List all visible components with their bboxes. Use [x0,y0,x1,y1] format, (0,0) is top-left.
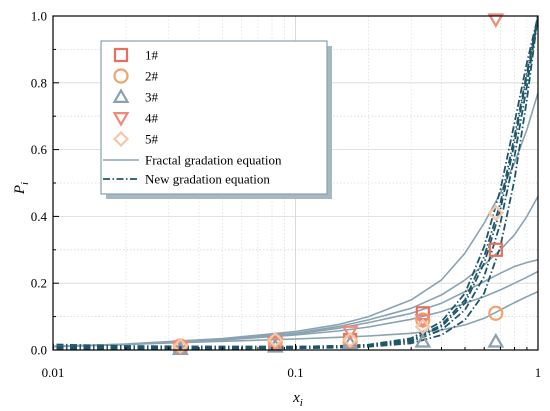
y-axis-title: Pi [12,182,31,195]
x-axis-title-subscript: i [300,397,303,409]
legend-label-4: 4# [145,111,159,126]
legend-items: 1# 2# 3# 4# 5# Fractal gradation equation New … [103,48,282,187]
new-curve-5 [53,16,538,348]
data-point-series-4 [171,340,189,356]
legend-label-1: 1# [145,48,159,63]
y-axis-title-main: P [12,185,28,195]
y-tick-label: 1.0 [31,9,47,24]
fractal-curve-1 [53,290,538,348]
data-point-series-1 [488,242,503,257]
legend-label-3: 3# [145,90,159,105]
data-point-series-3 [487,332,505,348]
x-tick-label: 0.1 [287,365,303,380]
legend-label-fractal: Fractal gradation equation [145,153,282,168]
axis-ticks [53,48,528,350]
x-tick-label: 1 [535,365,542,380]
y-tick-label: 0.6 [31,142,48,157]
y-tick-label: 0.8 [31,75,47,90]
data-point-series-2 [488,305,504,321]
legend-marker-2 [113,68,129,84]
x-axis-title: xi [292,390,303,409]
legend-label-new: New gradation equation [145,172,270,187]
y-tick-label: 0.4 [31,209,48,224]
legend-marker-5 [112,130,130,148]
data-point-series-5 [414,318,431,335]
data-point-series-4 [414,313,432,329]
x-tick-labels: 0.01 0.1 1 [42,365,542,380]
legend: 1# 2# 3# 4# 5# Fractal gradation equation New … [100,40,332,199]
legend-marker-3 [112,88,130,103]
legend-label-2: 2# [145,69,159,84]
data-point-series-4 [487,13,505,29]
y-tick-label: 0.2 [31,276,47,291]
new-curve-4 [53,16,538,349]
y-axis-title-subscript: i [19,182,31,185]
data-point-series-5 [267,331,284,349]
legend-label-5: 5# [145,132,159,147]
legend-marker-4 [112,112,130,127]
data-point-series-5 [342,331,359,349]
data-point-series-4 [341,325,359,341]
y-tick-labels: 0.0 0.2 0.4 0.6 0.8 1.0 [31,9,48,358]
legend-marker-1 [113,47,129,63]
y-tick-label: 0.0 [31,343,47,358]
data-markers [171,13,505,356]
data-point-series-3 [414,332,432,348]
data-point-series-5 [487,205,504,222]
legend-box [100,40,328,195]
data-point-series-5 [172,337,189,355]
x-tick-label: 0.01 [42,365,65,380]
x-axis-title-main: x [292,390,300,406]
